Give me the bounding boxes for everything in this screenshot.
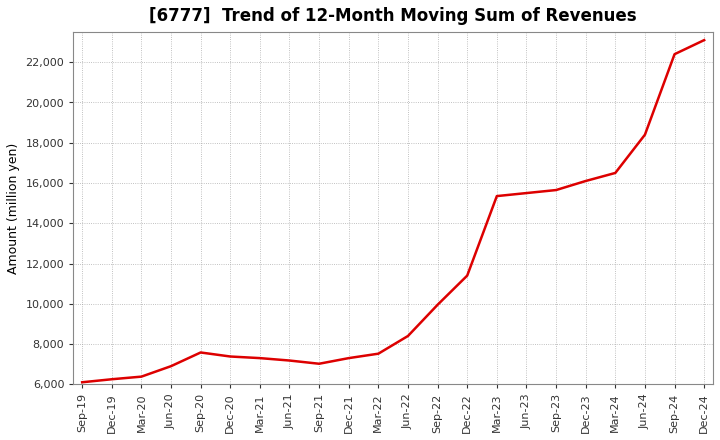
Title: [6777]  Trend of 12-Month Moving Sum of Revenues: [6777] Trend of 12-Month Moving Sum of R… xyxy=(149,7,637,25)
Y-axis label: Amount (million yen): Amount (million yen) xyxy=(7,143,20,274)
